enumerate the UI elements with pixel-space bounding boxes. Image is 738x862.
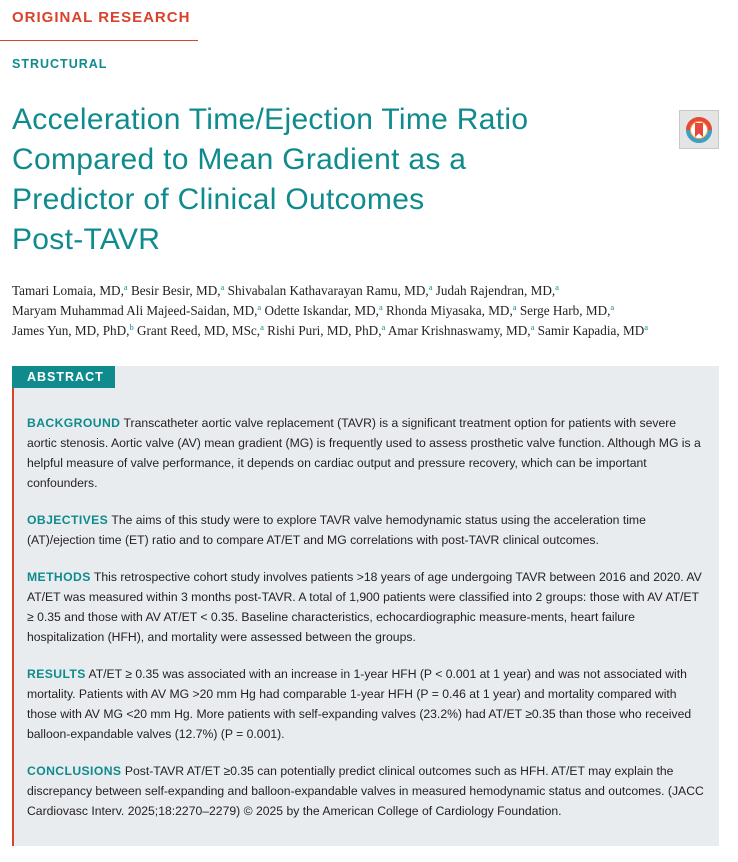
author-name: Maryam Muhammad Ali Majeed-Saidan, MD,	[12, 303, 258, 318]
author-name: Rhonda Miyasaka, MD,	[382, 303, 513, 318]
author-name: Samir Kapadia, MD	[534, 323, 645, 338]
affiliation-marker[interactable]: a	[123, 282, 128, 292]
abstract-heading: RESULTS	[27, 667, 86, 681]
abstract-conclusions: CONCLUSIONS Post-TAVR AT/ET ≥0.35 can po…	[27, 761, 707, 821]
abstract-text: AT/ET ≥ 0.35 was associated with an incr…	[27, 667, 692, 741]
title-line: Post-TAVR	[12, 223, 161, 256]
abstract-text: This retrospective cohort study involves…	[27, 570, 702, 644]
abstract-results: RESULTS AT/ET ≥ 0.35 was associated with…	[27, 664, 707, 744]
article-title: Acceleration Time/Ejection Time Ratio Co…	[12, 100, 662, 260]
author-name: Tamari Lomaia, MD,	[12, 283, 124, 298]
author-line: Maryam Muhammad Ali Majeed-Saidan, MD,a …	[12, 301, 732, 321]
section-label: STRUCTURAL	[12, 57, 108, 71]
title-line: Predictor of Clinical Outcomes	[12, 183, 425, 216]
crossmark-update-icon[interactable]	[679, 110, 719, 149]
author-name: Amar Krishnaswamy, MD,	[385, 323, 531, 338]
author-name: Grant Reed, MD, MSc,	[133, 323, 261, 338]
abstract-heading: METHODS	[27, 570, 91, 584]
affiliation-marker[interactable]: a	[257, 302, 262, 312]
author-name: Rishi Puri, MD, PhD,	[263, 323, 382, 338]
author-name: Besir Besir, MD,	[127, 283, 221, 298]
affiliation-marker[interactable]: a	[220, 282, 225, 292]
abstract-text: The aims of this study were to explore T…	[27, 513, 646, 547]
abstract-heading: CONCLUSIONS	[27, 764, 122, 778]
abstract-background: BACKGROUND Transcatheter aortic valve re…	[27, 413, 707, 493]
author-line: Tamari Lomaia, MD,a Besir Besir, MD,a Sh…	[12, 281, 732, 301]
affiliation-marker[interactable]: a	[530, 322, 535, 332]
affiliation-marker[interactable]: a	[610, 302, 615, 312]
title-line: Compared to Mean Gradient as a	[12, 143, 467, 176]
author-name: Odette Iskandar, MD,	[261, 303, 379, 318]
affiliation-marker[interactable]: a	[378, 302, 383, 312]
abstract-heading: BACKGROUND	[27, 416, 121, 430]
affiliation-marker[interactable]: a	[555, 282, 559, 292]
affiliation-marker[interactable]: a	[428, 282, 433, 292]
abstract-text: Transcatheter aortic valve replacement (…	[27, 416, 701, 490]
author-name: James Yun, MD, PhD,	[12, 323, 130, 338]
author-name: Serge Harb, MD,	[516, 303, 611, 318]
abstract-label: ABSTRACT	[12, 366, 115, 388]
affiliation-marker[interactable]: a	[381, 322, 386, 332]
title-line: Acceleration Time/Ejection Time Ratio	[12, 103, 529, 136]
article-type-label: ORIGINAL RESEARCH	[12, 9, 191, 26]
author-line: James Yun, MD, PhD,b Grant Reed, MD, MSc…	[12, 321, 732, 341]
author-list: Tamari Lomaia, MD,a Besir Besir, MD,a Sh…	[12, 281, 732, 341]
author-name: Shivabalan Kathavarayan Ramu, MD,	[224, 283, 429, 298]
abstract-objectives: OBJECTIVES The aims of this study were t…	[27, 510, 707, 550]
header-divider	[0, 40, 198, 41]
abstract-text: Post-TAVR AT/ET ≥0.35 can potentially pr…	[27, 764, 704, 818]
affiliation-marker[interactable]: a	[512, 302, 517, 312]
abstract-heading: OBJECTIVES	[27, 513, 109, 527]
abstract-methods: METHODS This retrospective cohort study …	[27, 567, 707, 647]
affiliation-marker[interactable]: a	[260, 322, 264, 332]
crossmark-glyph	[686, 117, 712, 143]
affiliation-marker[interactable]: a	[644, 322, 649, 332]
affiliation-marker[interactable]: b	[129, 322, 134, 332]
author-name: Judah Rajendran, MD,	[432, 283, 556, 298]
abstract-panel	[12, 366, 719, 846]
